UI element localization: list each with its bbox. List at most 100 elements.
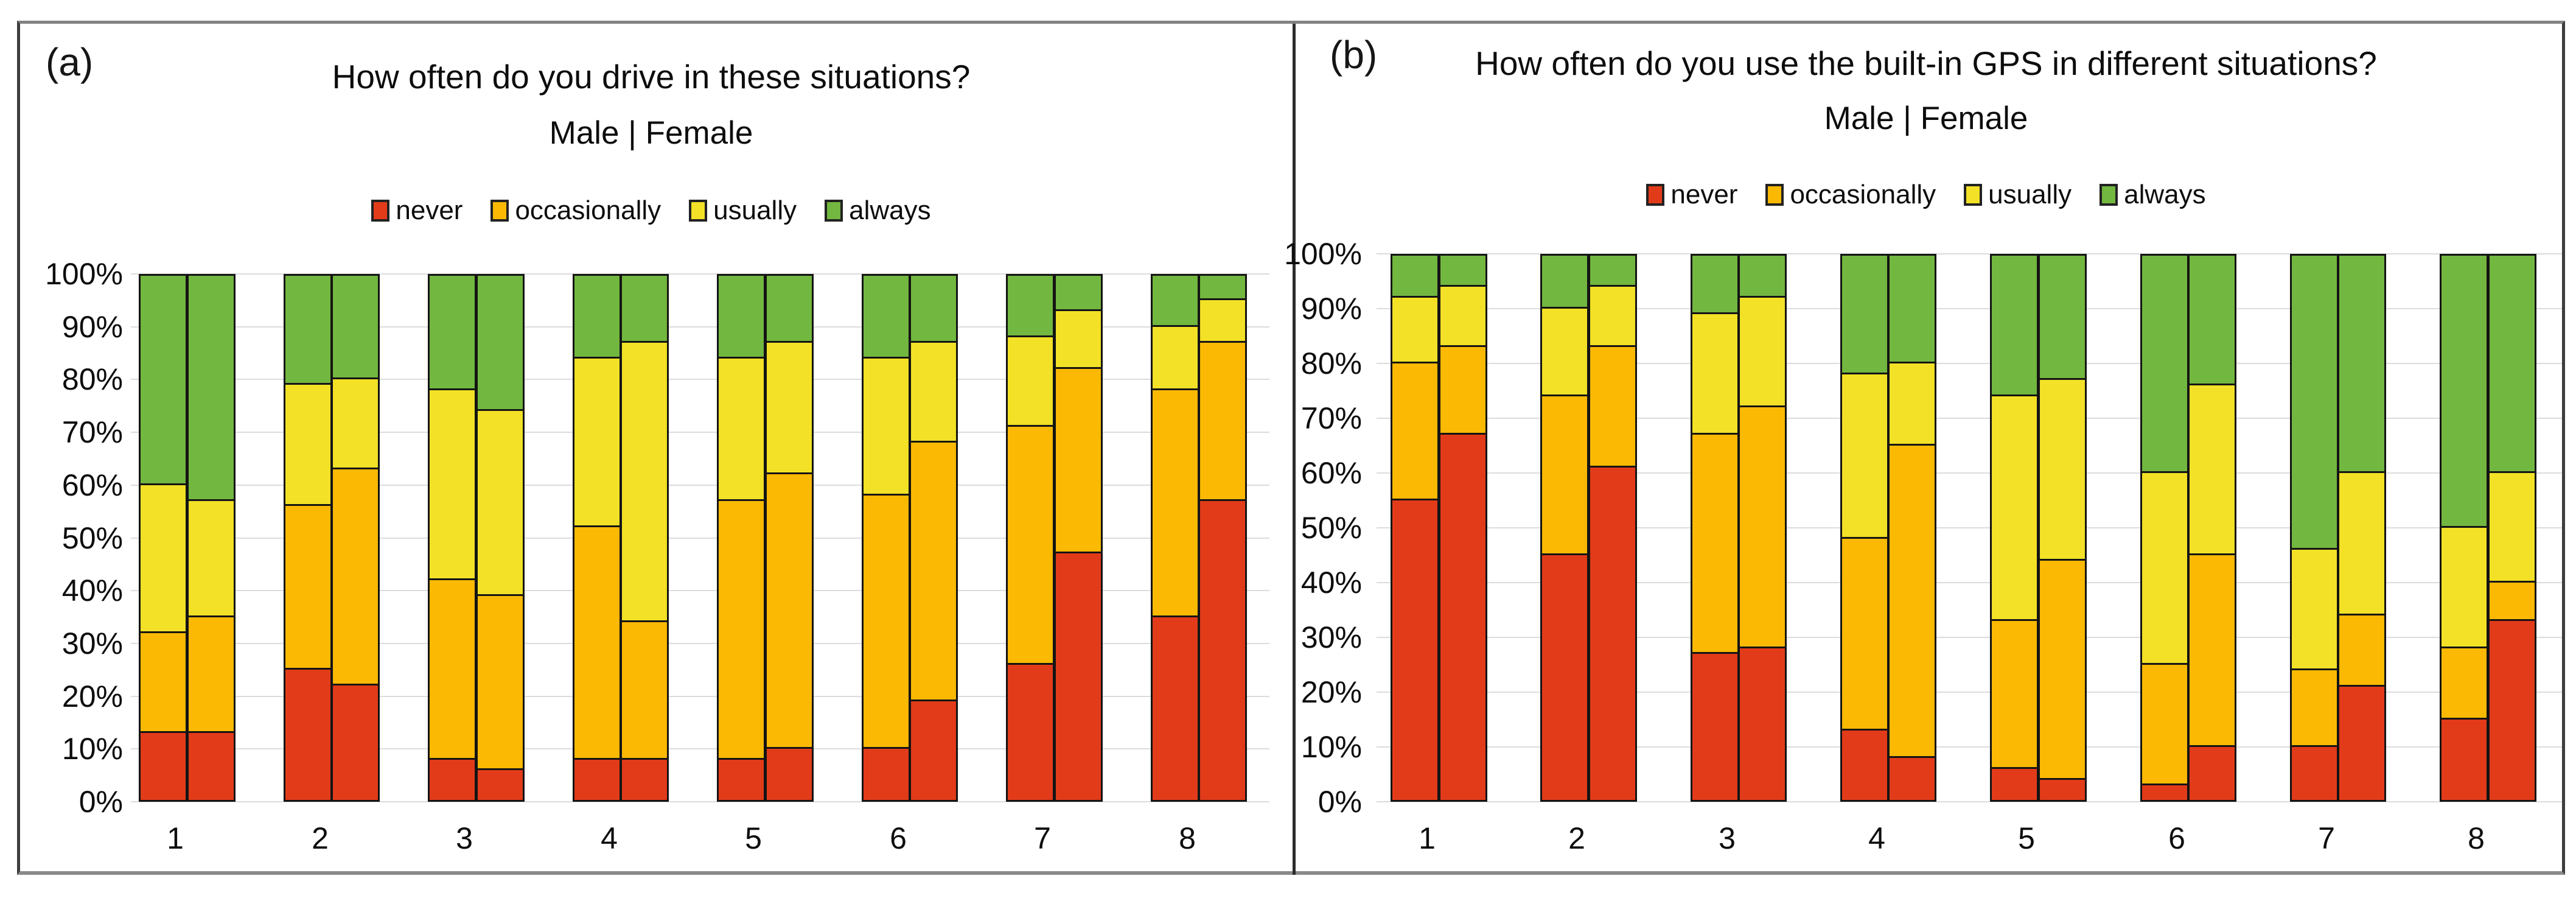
segment-always <box>139 274 187 485</box>
segment-usually <box>2140 471 2189 665</box>
bar-a-5-female <box>765 274 814 802</box>
segment-never <box>2440 718 2488 802</box>
y-tick-label: 40% <box>1300 566 1362 600</box>
bar-a-6-male <box>862 274 910 802</box>
legend-swatch-always <box>825 200 843 222</box>
segment-never <box>1198 499 1247 802</box>
y-tick-label: 20% <box>61 679 123 713</box>
segment-occasionally <box>1151 388 1199 617</box>
y-tick-label: 50% <box>61 521 123 555</box>
x-category-label: 8 <box>2468 821 2485 855</box>
legend-item-occasionally: occasionally <box>490 196 661 225</box>
segment-always <box>1840 254 1889 374</box>
segment-usually <box>428 388 476 580</box>
segment-occasionally <box>573 525 621 760</box>
segment-never <box>573 757 621 802</box>
segment-usually <box>1540 307 1589 396</box>
legend-label: occasionally <box>515 195 661 225</box>
x-category-label: 7 <box>1034 821 1051 855</box>
legend-label: usually <box>1988 180 2072 209</box>
segment-never <box>2337 685 2386 802</box>
y-tick-label: 20% <box>1300 675 1362 709</box>
segment-usually <box>1439 285 1487 347</box>
segment-always <box>1588 254 1637 287</box>
y-tick-label: 30% <box>1300 620 1362 654</box>
bar-a-6-female <box>909 274 958 802</box>
segment-occasionally <box>1990 619 2039 769</box>
panel-b-legend: never occasionally usually always <box>1302 180 2550 209</box>
segment-occasionally <box>1540 394 1589 555</box>
segment-occasionally <box>428 578 476 760</box>
gridline-90% <box>1377 308 2562 309</box>
gridline-20% <box>1377 692 2562 693</box>
segment-occasionally <box>2188 553 2236 747</box>
segment-always <box>2140 254 2189 473</box>
segment-never <box>2140 784 2189 802</box>
segment-occasionally <box>1691 433 1739 654</box>
bar-a-4-female <box>620 274 669 802</box>
segment-occasionally <box>1198 340 1247 501</box>
segment-occasionally <box>1006 425 1055 665</box>
x-category-label: 7 <box>2318 821 2335 855</box>
gridline-60% <box>131 485 1269 486</box>
segment-usually <box>1198 298 1247 343</box>
segment-occasionally <box>1840 537 1889 731</box>
legend-swatch-never <box>1646 184 1665 206</box>
x-category-label: 2 <box>312 821 329 855</box>
y-tick-label: 10% <box>61 732 123 766</box>
bar-a-8-male <box>1151 274 1199 802</box>
segment-usually <box>1588 285 1637 347</box>
segment-occasionally <box>187 615 236 734</box>
x-category-label: 5 <box>2018 821 2035 855</box>
panel-a-label: (a) <box>46 40 94 84</box>
segment-always <box>2488 254 2536 473</box>
y-tick-label: 60% <box>61 468 123 502</box>
segment-occasionally <box>1054 367 1103 554</box>
segment-never <box>1990 767 2039 802</box>
legend-label: occasionally <box>1790 180 1936 209</box>
segment-always <box>331 274 380 380</box>
segment-usually <box>331 377 380 469</box>
segment-usually <box>573 356 621 528</box>
segment-usually <box>1391 296 1439 363</box>
segment-occasionally <box>2337 614 2386 687</box>
gridline-20% <box>131 696 1269 697</box>
bar-b-8-male <box>2440 254 2488 802</box>
segment-never <box>1588 466 1637 802</box>
segment-occasionally <box>2038 559 2087 780</box>
y-tick-label: 80% <box>1300 346 1362 380</box>
legend-item-always: always <box>825 196 931 225</box>
segment-occasionally <box>284 504 332 670</box>
segment-usually <box>862 356 910 496</box>
gridline-100% <box>131 273 1269 275</box>
bar-b-6-female <box>2188 254 2236 802</box>
panel-a-title: How often do you drive in these situatio… <box>332 58 971 96</box>
bar-b-7-male <box>2290 254 2339 802</box>
bar-b-1-male <box>1391 254 1439 802</box>
y-tick-label: 90% <box>1300 292 1362 326</box>
segment-occasionally <box>1888 444 1936 758</box>
y-tick-label: 0% <box>1318 785 1362 819</box>
x-category-label: 8 <box>1179 821 1196 855</box>
y-tick-label: 30% <box>61 626 123 661</box>
gridline-70% <box>131 432 1269 433</box>
segment-usually <box>765 340 814 475</box>
bar-a-8-female <box>1198 274 1247 802</box>
legend-label: never <box>396 195 463 225</box>
legend-swatch-always <box>2100 184 2118 206</box>
y-tick-label: 100% <box>1284 237 1362 271</box>
bar-b-2-female <box>1588 254 1637 802</box>
y-tick-label: 90% <box>61 310 123 344</box>
x-category-label: 6 <box>2168 821 2185 855</box>
panel-b-label: (b) <box>1330 33 1378 77</box>
bar-a-3-male <box>428 274 476 802</box>
segment-usually <box>139 483 187 633</box>
legend-item-usually: usually <box>1964 180 2072 209</box>
legend-item-usually: usually <box>689 196 797 225</box>
segment-always <box>2188 254 2236 385</box>
segment-never <box>1006 662 1055 802</box>
gridline-30% <box>1377 637 2562 638</box>
segment-occasionally <box>909 441 958 702</box>
segment-never <box>2290 745 2339 802</box>
segment-usually <box>2188 384 2236 555</box>
